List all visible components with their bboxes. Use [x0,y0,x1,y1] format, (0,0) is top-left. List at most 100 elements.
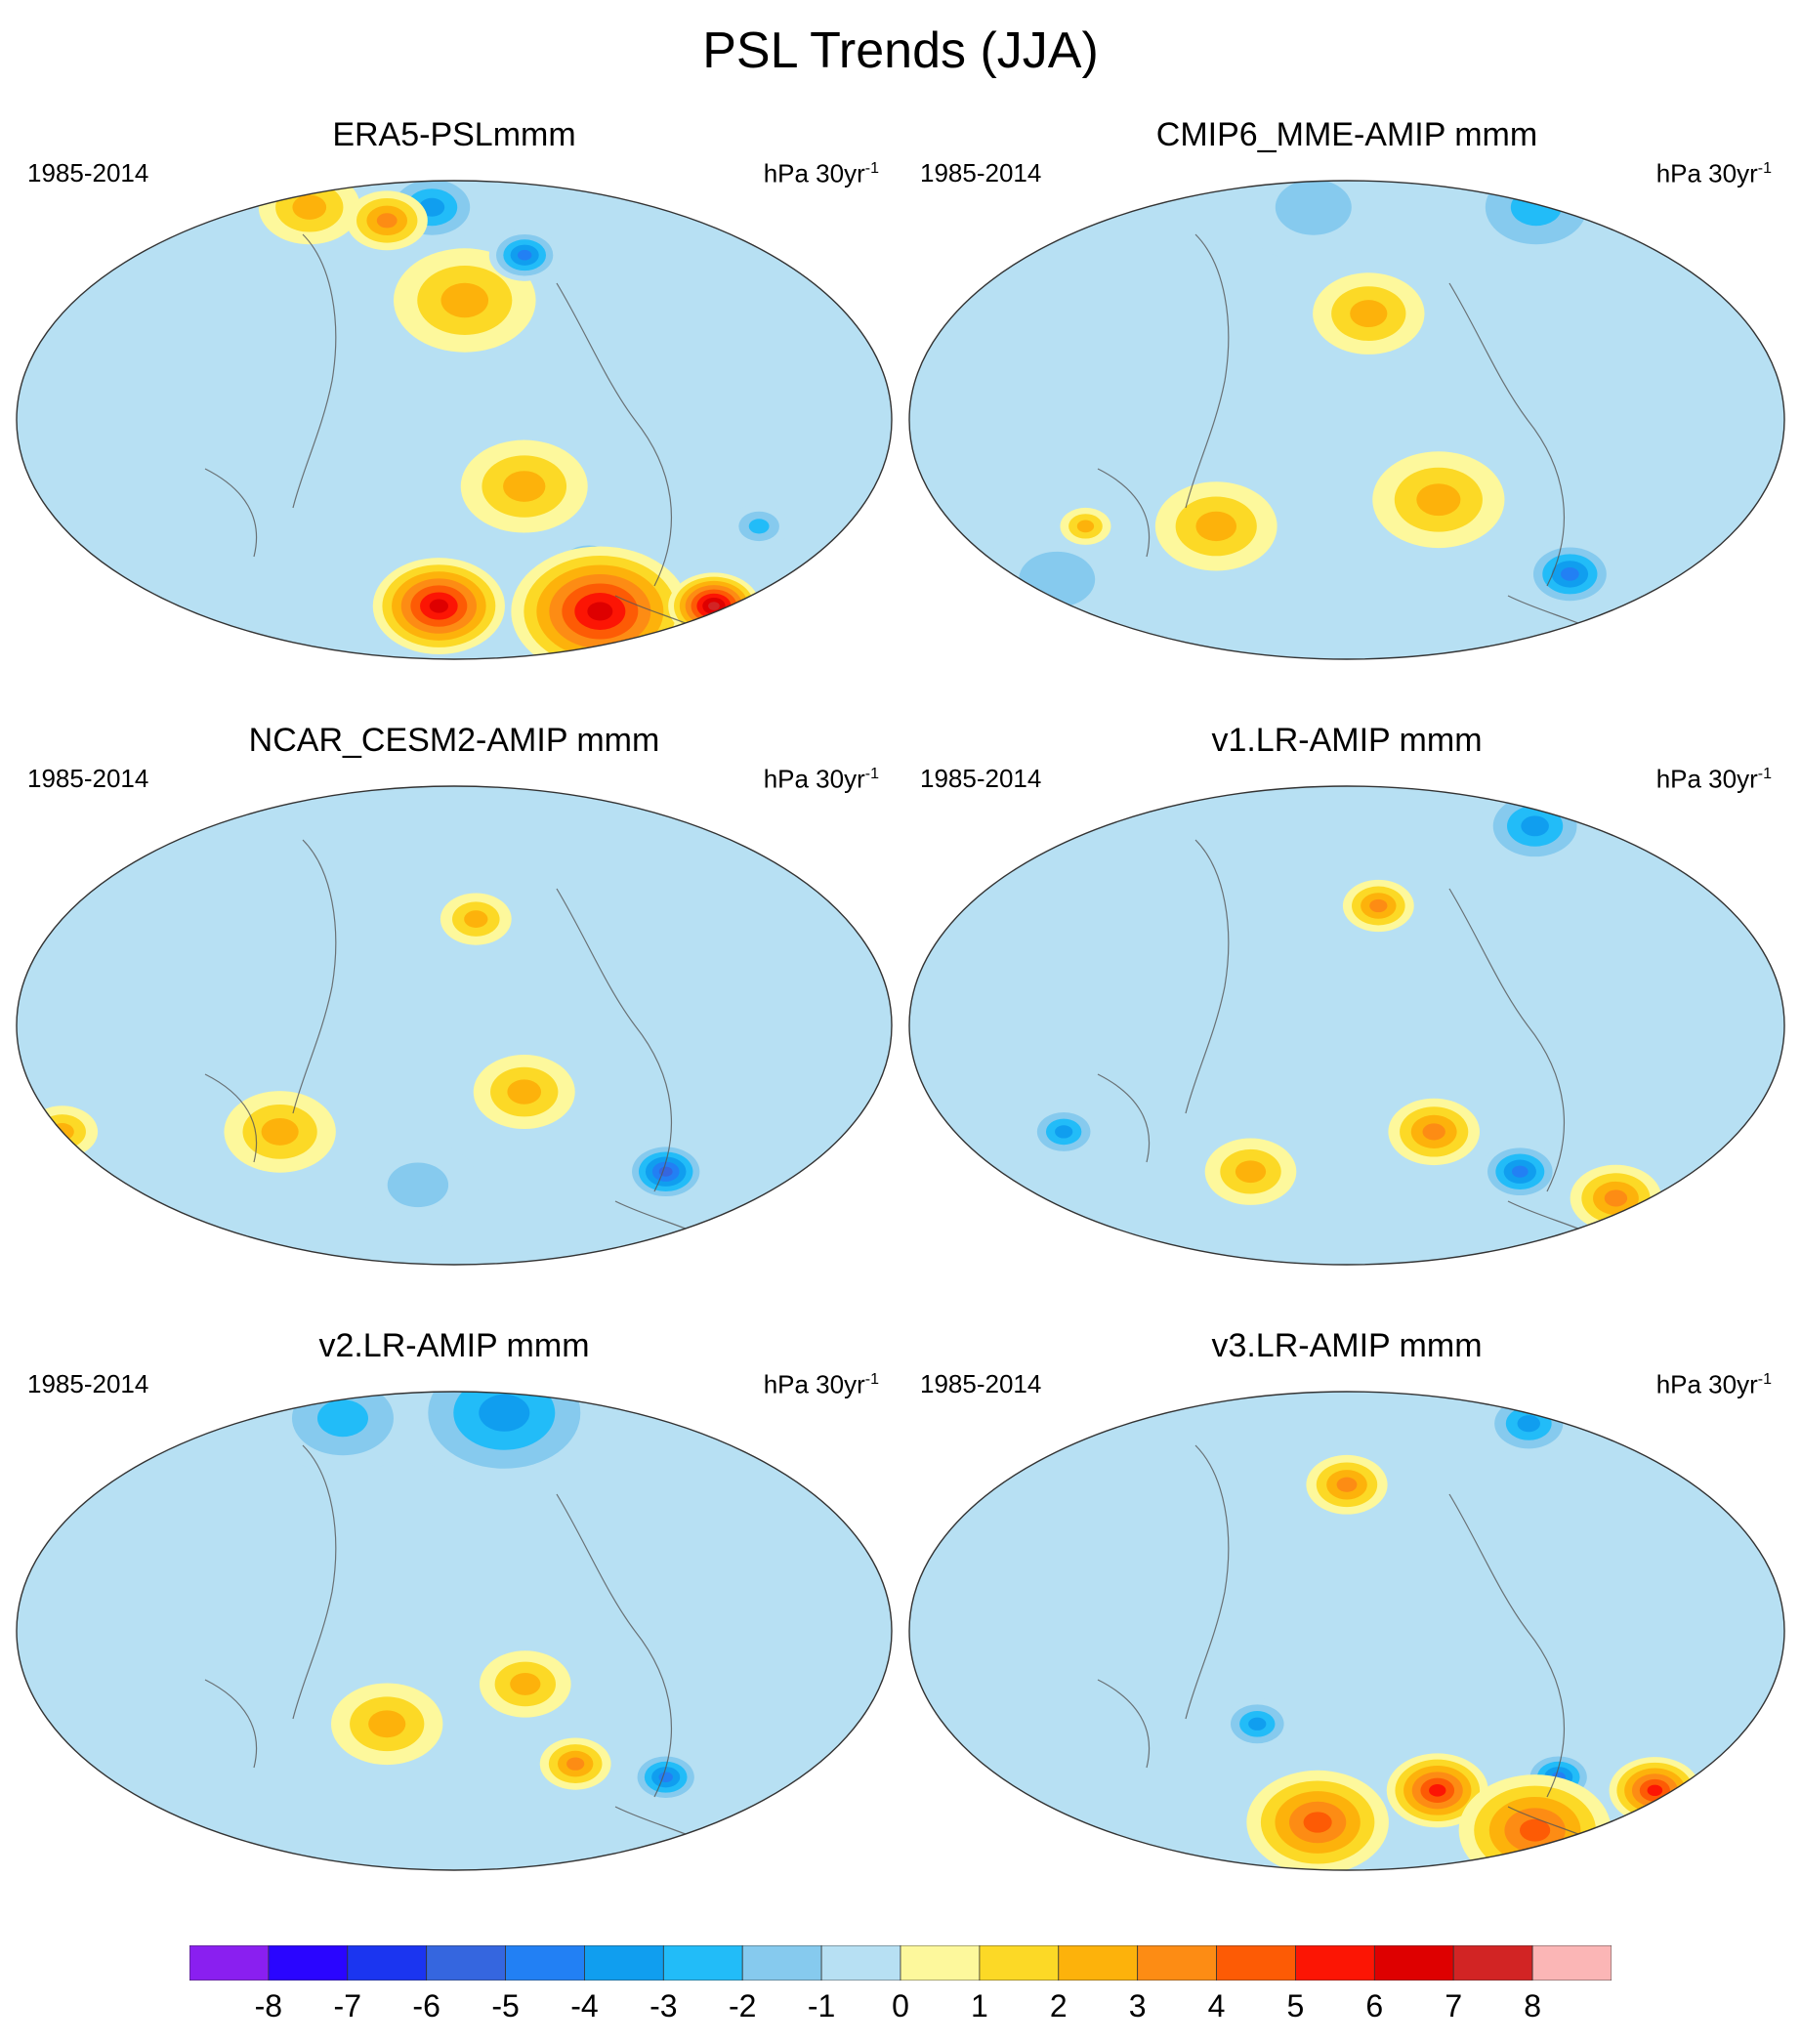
map-background [909,1392,1784,1870]
map-background [909,786,1784,1265]
figure-title: PSL Trends (JJA) [702,22,1099,79]
colorbar-tick-label: 4 [1207,1988,1226,2023]
units-base: hPa 30yr [1655,764,1758,794]
trend-contour [1416,483,1461,517]
colorbar-box [268,1945,349,1981]
map-background [17,181,892,659]
colorbar-tick-label: 5 [1286,1988,1305,2023]
colorbar-box [584,1945,664,1981]
units-exponent: -1 [1757,766,1772,782]
trend-contour [1303,1812,1332,1833]
trend-contour [479,1394,530,1432]
units-base: hPa 30yr [1655,1369,1758,1399]
trend-map [908,180,1785,660]
coastline [292,233,337,509]
trend-contour [1517,1415,1540,1433]
trend-contour [1195,511,1237,542]
trend-contour [507,1079,542,1105]
trend-contour [368,1710,406,1738]
colorbar-tick-label: 7 [1445,1988,1463,2023]
panel-v1-lr: v1.LR-AMIP mmm 1985-2014 hPa 30yr-1 [902,721,1791,1268]
colorbar-tick-label: -6 [412,1988,440,2023]
colorbar-box [347,1945,428,1981]
coastline [204,1073,258,1163]
colorbar-box [900,1945,981,1981]
trend-map [16,180,893,660]
panel-title: CMIP6_MME-AMIP mmm [1155,116,1538,153]
trend-contour [1336,1477,1358,1492]
panel-period: 1985-2014 [27,764,149,793]
coastline [1097,468,1151,558]
trend-contour [1076,520,1095,533]
trend-contour [429,599,449,613]
panel-units: hPa 30yr-1 [1656,760,1772,794]
trend-contour [261,1117,299,1146]
panel-title: v2.LR-AMIP mmm [318,1327,590,1364]
units-exponent: -1 [1757,160,1772,177]
units-base: hPa 30yr [1655,158,1758,188]
coastline [204,468,258,558]
colorbar-box [1295,1945,1375,1981]
panel-title: v3.LR-AMIP mmm [1211,1327,1483,1364]
panel-title: ERA5-PSLmmm [332,116,576,153]
colorbar-tick-label: -8 [254,1988,283,2023]
map-background [17,1392,892,1870]
trend-field [204,1392,714,1847]
colorbar-box [1058,1945,1139,1981]
panel-ncar-cesm2: NCAR_CESM2-AMIP mmm 1985-2014 hPa 30yr-1 [10,721,899,1268]
coastline [556,282,672,587]
trend-contour [1511,1165,1529,1178]
panel-v3-lr: v3.LR-AMIP mmm 1985-2014 hPa 30yr-1 [902,1326,1791,1873]
trend-contour [1561,567,1579,581]
coastline [292,1444,337,1720]
colorbar-box [426,1945,506,1981]
panel-title: NCAR_CESM2-AMIP mmm [248,722,660,759]
colorbar-box [189,1945,270,1981]
map-outline [16,785,893,1266]
coastline [1185,1444,1230,1720]
colorbar [189,1945,1612,1981]
panel-title: v1.LR-AMIP mmm [1211,722,1483,759]
trend-contour [1604,1189,1628,1207]
units-base: hPa 30yr [763,1369,865,1399]
map-outline [908,1391,1785,1871]
coastline [1185,233,1230,509]
colorbar-tick-label: 0 [892,1988,909,2023]
trend-contour [1521,815,1549,837]
trend-field [981,181,1616,636]
colorbar-tick-label: 2 [1049,1988,1068,2023]
panel-period: 1985-2014 [920,158,1042,188]
panel-era5: ERA5-PSLmmm 1985-2014 hPa 30yr-1 [10,115,899,662]
units-exponent: -1 [864,1371,879,1388]
trend-contour [503,471,546,502]
panel-period: 1985-2014 [920,764,1042,793]
trend-contour [1647,1784,1663,1797]
colorbar-tick-label: -2 [728,1988,757,2023]
colorbar-tick-label: -3 [649,1988,678,2023]
colorbar-tick-label: 8 [1524,1988,1541,2023]
colorbar-tick-label: 3 [1128,1988,1147,2023]
trend-map [16,1391,893,1871]
panel-units: hPa 30yr-1 [764,760,879,794]
panel-period: 1985-2014 [27,1369,149,1398]
trend-contour [566,1757,585,1771]
trend-contour [1275,181,1352,235]
trend-contour [316,1399,368,1438]
trend-contour [1235,1160,1267,1184]
trend-contour [1422,1123,1445,1141]
panel-cmip6-mme: CMIP6_MME-AMIP mmm 1985-2014 hPa 30yr-1 [902,115,1791,662]
trend-contour [587,602,613,621]
map-background [909,181,1784,659]
map-outline [908,785,1785,1266]
trend-contour [748,519,770,534]
colorbar-box [1452,1945,1533,1981]
trend-map [908,1391,1785,1871]
units-exponent: -1 [864,160,879,177]
colorbar-box [979,1945,1060,1981]
colorbar-box [1137,1945,1217,1981]
trend-contour [387,1162,449,1208]
trend-map [16,785,893,1266]
panel-period: 1985-2014 [27,158,149,188]
trend-contour [464,910,488,928]
map-outline [16,1391,893,1871]
